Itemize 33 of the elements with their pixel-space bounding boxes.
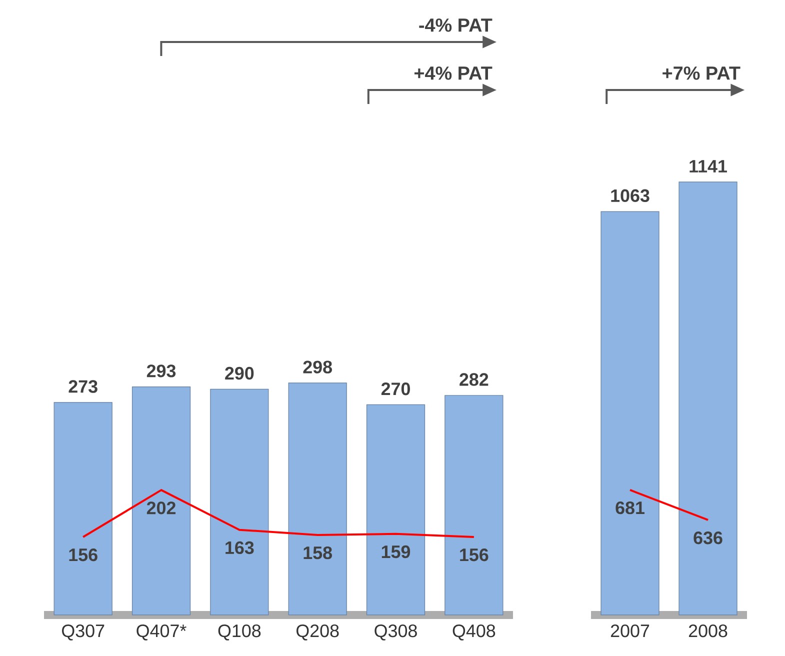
data-label: 1141 (690, 160, 727, 172)
text: +7% PAT (662, 66, 740, 80)
data-label: 1063 (611, 189, 650, 202)
bar (366, 404, 426, 616)
x-tick-label: Q308 (374, 624, 417, 640)
bar (288, 382, 347, 616)
x-tick-label: Q407* (136, 624, 186, 640)
data-label: 163 (226, 541, 254, 554)
data-label: 282 (460, 373, 488, 386)
data-label: 202 (146, 502, 176, 514)
data-label: 290 (225, 366, 254, 380)
x-tick-label: Q307 (62, 624, 104, 640)
text: +4% PAT (414, 66, 492, 80)
x-tick-label: 2008 (688, 624, 728, 638)
data-label: 298 (303, 360, 332, 374)
data-label: 636 (694, 531, 722, 544)
data-label: 293 (146, 364, 176, 378)
bar (210, 388, 269, 616)
x-tick-label: Q208 (296, 624, 339, 640)
data-label: 156 (460, 548, 488, 562)
x-tick-label: 2007 (610, 624, 650, 638)
bar (54, 402, 112, 616)
data-label: 681 (616, 501, 644, 514)
x-tick-label: Q108 (218, 624, 261, 640)
bar (444, 395, 504, 616)
bar (132, 386, 191, 616)
data-label: 156 (69, 548, 98, 562)
data-label: 158 (304, 546, 332, 560)
data-label: 159 (382, 545, 410, 558)
data-label: 270 (381, 382, 410, 396)
text: -4% PAT (419, 18, 492, 32)
x-tick-label: Q408 (452, 624, 496, 640)
data-label: 273 (68, 380, 98, 393)
